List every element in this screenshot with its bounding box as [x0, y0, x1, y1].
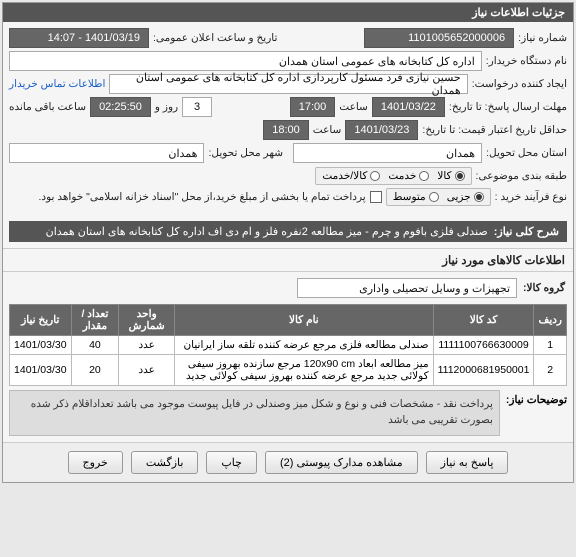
category-goods[interactable]: کالا [437, 170, 464, 182]
table-cell: عدد [119, 336, 175, 355]
buyer-org-value: اداره کل کتابخانه های عمومی استان همدان [9, 51, 482, 71]
details-panel: جزئیات اطلاعات نیاز شماره نیاز: 11010056… [2, 2, 574, 483]
exit-button[interactable]: خروج [68, 451, 123, 474]
panel-body: شماره نیاز: 1101005652000006 تاریخ و ساع… [3, 22, 573, 215]
table-cell: 20 [71, 355, 119, 386]
announce-dt-value: 1401/03/19 - 14:07 [9, 28, 149, 48]
category-radio-group: کالا خدمت کالا/خدمت [315, 167, 471, 185]
description-bar: شرح کلی نیاز: صندلی فلزی بافوم و چرم - م… [9, 221, 567, 242]
province-value: همدان [293, 143, 482, 163]
table-cell: 1 [534, 336, 567, 355]
button-bar: پاسخ به نیاز مشاهده مدارک پیوستی (2) چاپ… [3, 442, 573, 482]
table-header: کد کالا [433, 305, 534, 336]
countdown: 02:25:50 [90, 97, 151, 117]
process-label: نوع فرآیند خرید : [495, 191, 567, 203]
table-header: تاریخ نیاز [10, 305, 72, 336]
validity-time-lbl: ساعت [313, 124, 342, 136]
notes-value: پرداخت نقد - مشخصات فنی و نوع و شکل میز … [9, 390, 500, 436]
city-value: همدان [9, 143, 204, 163]
table-header: واحد شمارش [119, 305, 175, 336]
radio-dot-icon [455, 171, 465, 181]
items-section-title: اطلاعات کالاهای مورد نیاز [3, 248, 573, 272]
deadline-time-lbl: ساعت [339, 101, 368, 113]
validity-time: 18:00 [263, 120, 309, 140]
treasury-checkbox[interactable] [370, 191, 382, 203]
process-mid[interactable]: متوسط [393, 191, 439, 203]
table-cell: 1401/03/30 [10, 336, 72, 355]
table-cell: عدد [119, 355, 175, 386]
table-row: 21112000681950001میز مطالعه ابعاد 120x90… [10, 355, 567, 386]
table-header: ردیف [534, 305, 567, 336]
print-button[interactable]: چاپ [206, 451, 257, 474]
notes-label: توضیحات نیاز: [506, 390, 567, 406]
table-cell: 1111100766630009 [433, 336, 534, 355]
radio-dot-icon [419, 171, 429, 181]
announce-dt-label: تاریخ و ساعت اعلان عمومی: [153, 32, 277, 44]
city-label: شهر محل تحویل: [208, 147, 283, 159]
process-low[interactable]: جزیی [447, 191, 484, 203]
deadline-time: 17:00 [290, 97, 336, 117]
deadline-label: مهلت ارسال پاسخ: تا تاریخ: [449, 101, 567, 113]
back-button[interactable]: بازگشت [131, 451, 199, 474]
requester-value: حسین نیازی فرد مسئول کارپردازی اداره کل … [109, 74, 467, 94]
contact-link[interactable]: اطلاعات تماس خریدار [9, 78, 105, 90]
radio-dot-icon [370, 171, 380, 181]
radio-dot-icon [429, 192, 439, 202]
province-label: استان محل تحویل: [486, 147, 567, 159]
time-remain-label: ساعت باقی مانده [9, 101, 86, 113]
panel-title: جزئیات اطلاعات نیاز [3, 3, 573, 22]
category-both[interactable]: کالا/خدمت [322, 170, 380, 182]
deadline-date: 1401/03/22 [372, 97, 445, 117]
validity-date: 1401/03/23 [345, 120, 418, 140]
day-and-label: روز و [155, 101, 178, 113]
req-no-label: شماره نیاز: [518, 32, 567, 44]
req-no-value: 1101005652000006 [364, 28, 514, 48]
table-cell: 40 [71, 336, 119, 355]
goods-group-value: تجهیزات و وسایل تحصیلی واداری [297, 278, 517, 298]
radio-dot-icon [474, 192, 484, 202]
view-docs-button[interactable]: مشاهده مدارک پیوستی (2) [265, 451, 418, 474]
table-row: 11111100766630009صندلی مطالعه فلزی مرجع … [10, 336, 567, 355]
table-cell: صندلی مطالعه فلزی مرجع عرضه کننده تلقه س… [175, 336, 433, 355]
validity-label: حداقل تاریخ اعتبار قیمت: تا تاریخ: [422, 124, 567, 136]
items-table: ردیفکد کالانام کالاواحد شمارشتعداد / مقد… [9, 304, 567, 386]
desc-value: صندلی فلزی بافوم و چرم - میز مطالعه 2نفر… [17, 225, 488, 238]
table-header: نام کالا [175, 305, 433, 336]
goods-group-label: گروه کالا: [523, 282, 565, 294]
table-header-row: ردیفکد کالانام کالاواحد شمارشتعداد / مقد… [10, 305, 567, 336]
table-cell: میز مطالعه ابعاد 120x90 cm مرجع سازنده ب… [175, 355, 433, 386]
desc-title: شرح کلی نیاز: [494, 225, 559, 238]
requester-label: ایجاد کننده درخواست: [472, 78, 567, 90]
buyer-org-label: نام دستگاه خریدار: [486, 55, 567, 67]
respond-button[interactable]: پاسخ به نیاز [426, 451, 509, 474]
pay-note: پرداخت تمام یا بخشی از مبلغ خرید،از محل … [9, 191, 366, 203]
table-header: تعداد / مقدار [71, 305, 119, 336]
days-left: 3 [182, 97, 212, 117]
table-cell: 1112000681950001 [433, 355, 534, 386]
process-radio-group: جزیی متوسط [386, 188, 491, 206]
table-cell: 1401/03/30 [10, 355, 72, 386]
category-service[interactable]: خدمت [388, 170, 429, 182]
category-label: طبقه بندی موضوعی: [476, 170, 567, 182]
notes-row: توضیحات نیاز: پرداخت نقد - مشخصات فنی و … [9, 390, 567, 436]
table-cell: 2 [534, 355, 567, 386]
